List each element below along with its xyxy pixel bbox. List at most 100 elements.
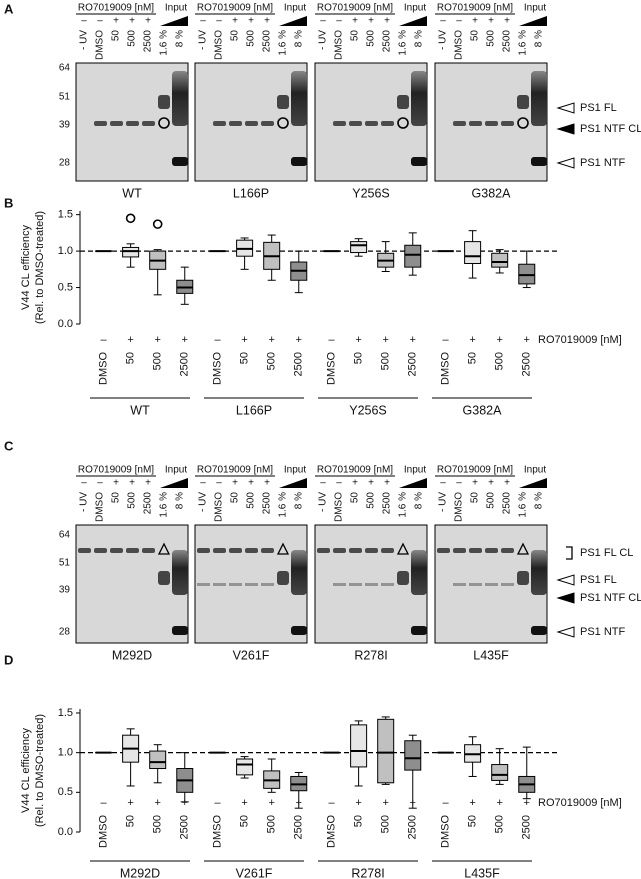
mw-marker: 28 [59,158,71,169]
lane-label: DMSO [454,30,465,60]
lane-label: - UV [198,492,209,512]
band [142,548,155,553]
lane-label: 8 % [175,492,186,509]
sign: + [182,797,188,809]
input-label: Input [165,3,187,14]
lane-label: 8 % [414,492,425,509]
lane-label: 2500 [143,30,154,53]
sign: + [504,16,510,27]
input-label: Input [165,465,187,476]
band [94,548,107,553]
lane-label: 50 [350,492,361,504]
input-label: Input [284,3,306,14]
bracket [566,546,573,560]
lane-label: - UV [198,30,209,50]
sign: – [328,334,335,346]
band-label: PS1 NTF [580,157,626,169]
band [261,583,274,586]
y-axis-label: V44 CL efficiency [20,728,32,813]
lane-label: 500 [246,492,257,509]
band [317,548,330,553]
sign: + [469,334,475,346]
input-label: Input [524,465,546,476]
sign: + [368,478,374,489]
group-name: V261F [236,866,273,879]
sign: – [81,16,87,27]
sign: + [154,334,160,346]
category-label: 2500 [179,352,191,376]
band [229,583,242,586]
group-name: L166P [236,403,272,417]
blot-name: L435F [473,648,509,662]
category-label: 2500 [407,815,419,839]
sign: – [456,16,462,27]
band [349,583,362,586]
sign: + [264,478,270,489]
blot-name: L166P [233,186,269,200]
lane-label: - UV [79,30,90,50]
sign: – [97,16,103,27]
input-wedge [279,478,307,488]
treatment-label: RO7019009 [nM] [437,3,513,14]
band [213,548,226,553]
input-wedge [160,478,188,488]
band-label: PS1 FL [580,102,617,114]
band [501,548,514,553]
sign: + [127,334,133,346]
sign: + [264,16,270,27]
band [485,548,498,553]
input-smear [172,550,188,595]
category-label: DMSO [325,352,337,385]
input-band [291,626,307,635]
sign: – [456,478,462,489]
box [491,764,509,781]
sign: + [382,797,388,809]
band [501,121,514,126]
category-label: 500 [494,815,506,833]
lane-label: 2500 [143,492,154,515]
input-label: Input [524,3,546,14]
input-smear [531,550,547,595]
sign: + [154,797,160,809]
sign: + [524,334,530,346]
sign: – [440,478,446,489]
input-wedge [519,478,547,488]
sign: + [241,797,247,809]
blot-name: Y256S [352,186,390,200]
input-band [411,626,427,635]
mw-marker: 64 [59,63,71,74]
input-smear [172,71,188,126]
arrow [556,592,575,604]
band [501,583,514,586]
band [78,548,91,553]
category-label: 50 [353,815,365,827]
category-label: 500 [266,352,278,370]
lane-label: 2500 [382,30,393,53]
box [236,758,254,776]
sign: + [352,16,358,27]
sign: – [336,478,342,489]
lane-label: 1.6 % [398,30,409,56]
lane-label: 1.6 % [398,492,409,518]
sign: + [488,16,494,27]
lane-label: - UV [318,492,329,512]
lane-label: 50 [230,492,241,504]
band-label: PS1 NTF CL [580,123,641,135]
box [149,750,167,770]
lane-label: 1.6 % [159,30,170,56]
input-band [172,626,188,635]
mw-marker: 28 [59,627,71,638]
sign: + [129,16,135,27]
lane-label: DMSO [454,492,465,522]
band [126,121,139,126]
sign: – [97,478,103,489]
input-smear [411,550,427,595]
input-band [517,571,529,585]
lane-label: 8 % [294,30,305,47]
input-smear [531,71,547,126]
band-label: PS1 FL [580,574,617,586]
lane-label: 2500 [502,30,513,53]
category-label: 2500 [293,352,305,376]
category-label: DMSO [97,352,109,385]
lane-label: DMSO [214,492,225,522]
